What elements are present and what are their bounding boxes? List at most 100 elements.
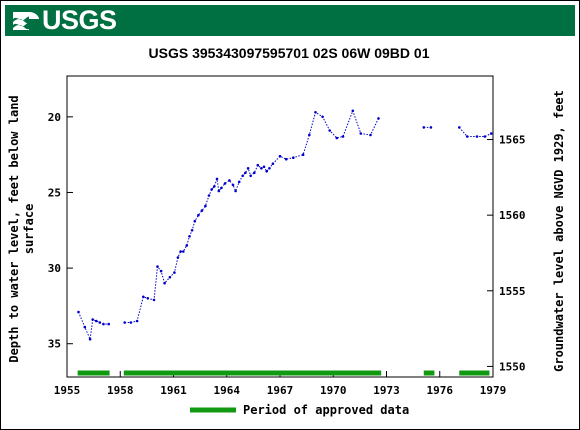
- data-point: [262, 165, 266, 169]
- data-point: [308, 133, 311, 137]
- data-point: [179, 250, 182, 253]
- data-point: [260, 167, 263, 170]
- y-axis-label-line-2: surface: [22, 204, 36, 255]
- data-point: [207, 194, 211, 197]
- data-point: [193, 219, 197, 223]
- data-point: [168, 275, 172, 279]
- data-point: [102, 322, 105, 326]
- x-tick-label: 1973: [373, 384, 400, 397]
- y-tick-label: 20: [48, 111, 61, 124]
- usgs-banner: USGS: [5, 5, 575, 36]
- data-point: [268, 167, 271, 170]
- data-point: [88, 337, 92, 341]
- usgs-logo-text: USGS: [42, 5, 117, 35]
- series-line: [124, 109, 379, 323]
- data-point: [489, 132, 493, 135]
- data-series: [77, 109, 493, 342]
- axis-ticks: 1955 1958 1961 1964 1967 1970 1973 1976 1979 20 25…: [48, 111, 526, 397]
- data-point: [253, 171, 256, 175]
- data-point: [83, 325, 87, 329]
- data-point: [231, 183, 235, 187]
- data-point: [335, 136, 339, 140]
- data-point: [223, 182, 227, 185]
- data-point: [152, 298, 156, 302]
- data-point: [159, 269, 163, 273]
- data-point: [217, 189, 221, 193]
- data-point: [98, 321, 102, 324]
- data-point: [278, 154, 282, 158]
- data-point: [301, 153, 305, 156]
- y-tick-label: 25: [48, 186, 61, 199]
- data-point: [237, 180, 241, 184]
- data-point: [182, 250, 185, 253]
- usgs-logo[interactable]: USGS: [11, 5, 117, 35]
- data-point: [142, 295, 145, 299]
- data-point: [77, 310, 80, 314]
- y-tick-label: 30: [48, 262, 61, 275]
- y2-tick-label: 1560: [499, 209, 526, 222]
- data-point: [107, 322, 110, 326]
- data-point: [200, 209, 204, 212]
- data-point: [466, 135, 469, 138]
- data-point: [244, 171, 247, 175]
- data-point: [91, 318, 94, 321]
- data-point: [204, 204, 207, 208]
- x-tick-label: 1964: [214, 384, 241, 397]
- x-tick-label: 1970: [320, 384, 347, 397]
- y2-tick-label: 1550: [499, 360, 526, 373]
- data-point: [341, 135, 345, 138]
- x-tick-label: 1955: [54, 384, 81, 397]
- data-point: [197, 213, 200, 217]
- data-point: [173, 271, 176, 274]
- data-point: [190, 229, 194, 232]
- data-point: [215, 177, 219, 181]
- data-point: [249, 174, 252, 178]
- series-line: [458, 127, 492, 137]
- usgs-wave-icon: [13, 11, 39, 30]
- data-point: [265, 170, 269, 173]
- y2-tick-label: 1555: [499, 285, 526, 298]
- x-tick-label: 1979: [480, 384, 507, 397]
- data-point: [422, 126, 426, 129]
- data-point: [271, 162, 275, 165]
- data-point: [95, 319, 98, 323]
- x-tick-label: 1961: [160, 384, 187, 397]
- data-point: [241, 174, 244, 178]
- data-point: [284, 157, 288, 161]
- y2-tick-label: 1565: [499, 134, 526, 147]
- data-point: [123, 321, 126, 324]
- data-point: [176, 256, 180, 259]
- data-point: [228, 179, 231, 182]
- data-point: [220, 186, 223, 190]
- data-point: [185, 244, 189, 247]
- data-point: [156, 265, 159, 268]
- data-point: [234, 189, 237, 193]
- data-point: [146, 297, 150, 300]
- chart-title: USGS 395343097595701 02S 06W 09BD 01: [149, 45, 430, 61]
- data-point: [135, 319, 139, 323]
- data-point: [246, 167, 250, 170]
- y-tick-label: 35: [48, 338, 61, 351]
- x-tick-label: 1967: [267, 384, 294, 397]
- y-axis-label-line-1: Depth to water level, feet below land: [7, 95, 21, 362]
- data-point: [129, 321, 133, 324]
- data-point: [256, 163, 260, 167]
- x-tick-label: 1958: [107, 384, 134, 397]
- data-point: [369, 133, 372, 137]
- data-point: [292, 156, 295, 159]
- data-point: [163, 281, 166, 285]
- data-point: [458, 126, 461, 129]
- data-point: [321, 115, 324, 119]
- plot-area: [66, 75, 494, 378]
- x-tick-label: 1976: [427, 384, 454, 397]
- data-point: [188, 235, 191, 238]
- data-point: [213, 185, 216, 188]
- data-point: [377, 117, 380, 120]
- legend-label: Period of approved data: [243, 403, 409, 417]
- series-line: [78, 311, 109, 342]
- data-point: [328, 129, 332, 132]
- data-point: [210, 188, 213, 191]
- data-point: [483, 135, 487, 138]
